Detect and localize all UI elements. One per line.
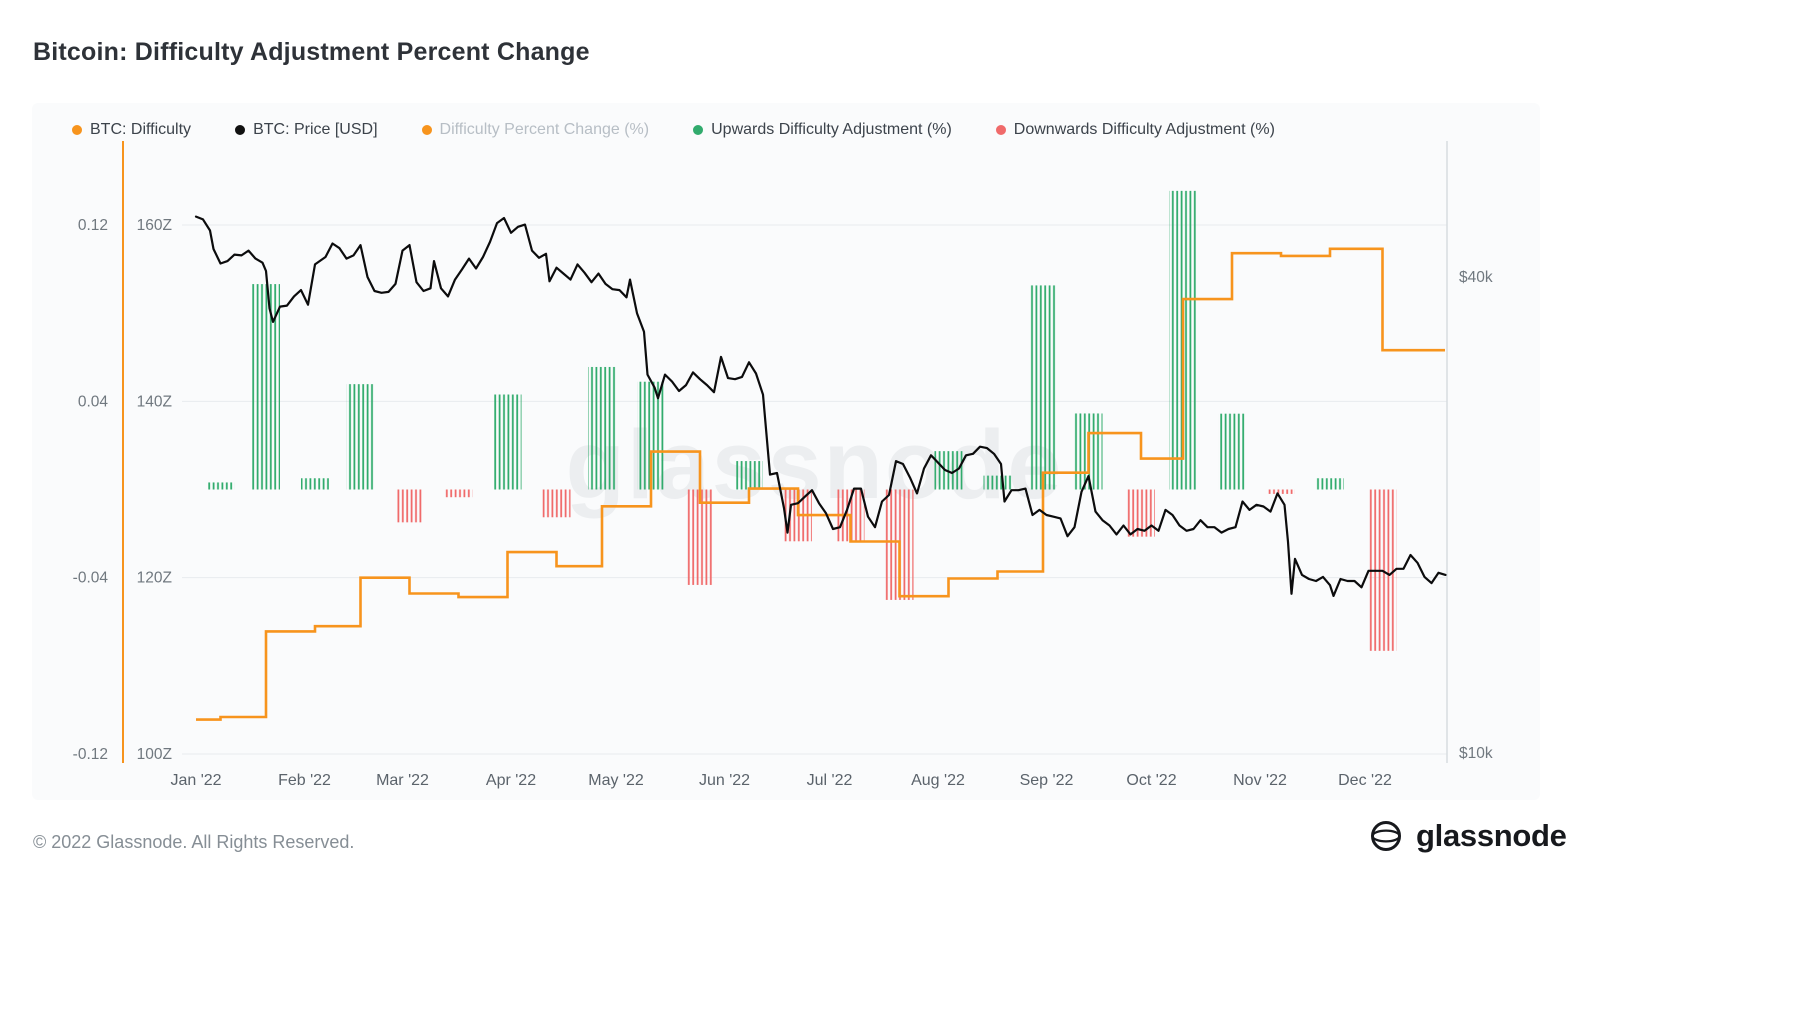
percent-axis-tick: -0.12 xyxy=(73,746,108,763)
chart-card: BTC: Difficulty BTC: Price [USD] Difficu… xyxy=(32,103,1540,800)
month-label: Dec '22 xyxy=(1338,772,1392,789)
percent-axis-tick: 0.04 xyxy=(78,393,109,410)
month-label: Aug '22 xyxy=(911,772,965,789)
upward-adjustment-bars xyxy=(206,190,1344,490)
legend-dot-icon xyxy=(421,125,432,135)
downward-adjustment-bars xyxy=(395,489,1397,651)
page-title: Bitcoin: Difficulty Adjustment Percent C… xyxy=(33,38,590,66)
month-label: Feb '22 xyxy=(278,772,331,789)
chart-area[interactable]: glassnode 0.12 0.04 -0.04 -0.12 160Z 140Z 120Z 1… xyxy=(32,103,1540,800)
month-label: Jul '22 xyxy=(807,772,853,789)
month-label: May '22 xyxy=(588,772,644,789)
legend-item-difficulty-percent-change[interactable]: Difficulty Percent Change (%) xyxy=(421,121,650,139)
legend-label: Downwards Difficulty Adjustment (%) xyxy=(1013,121,1275,138)
legend-item-downwards-adjustment[interactable]: Downwards Difficulty Adjustment (%) xyxy=(995,121,1275,139)
legend-dot-icon xyxy=(995,125,1006,135)
difficulty-axis-tick: 120Z xyxy=(137,570,172,587)
legend-item-btc-difficulty[interactable]: BTC: Difficulty xyxy=(72,121,191,139)
legend-label: BTC: Difficulty xyxy=(90,121,192,138)
month-label: Apr '22 xyxy=(486,772,536,789)
price-axis-tick: $10k xyxy=(1459,745,1493,762)
month-label: Sep '22 xyxy=(1020,772,1074,789)
glassnode-logo: glassnode xyxy=(1366,816,1567,856)
percent-axis-tick: -0.04 xyxy=(73,570,109,587)
legend-label: Difficulty Percent Change (%) xyxy=(439,121,650,138)
difficulty-axis-tick: 160Z xyxy=(137,217,172,234)
month-label: Mar '22 xyxy=(376,772,429,789)
legend-item-upwards-adjustment[interactable]: Upwards Difficulty Adjustment (%) xyxy=(693,121,952,139)
legend-dot-icon xyxy=(72,125,82,135)
legend-label: Upwards Difficulty Adjustment (%) xyxy=(711,121,952,138)
price-axis-tick: $40k xyxy=(1459,269,1493,286)
month-label: Jan '22 xyxy=(170,772,221,789)
percent-axis-tick: 0.12 xyxy=(78,217,108,234)
month-label: Oct '22 xyxy=(1126,772,1176,789)
x-axis-month-labels: Jan '22 Feb '22 Mar '22 Apr '22 May '22 Jun '… xyxy=(170,772,1392,789)
glassnode-logo-text: glassnode xyxy=(1416,818,1567,853)
difficulty-axis-tick: 100Z xyxy=(137,746,172,763)
legend-label: BTC: Price [USD] xyxy=(253,121,378,138)
chart-svg[interactable]: glassnode0.120.04-0.04-0.12160Z140Z120Z1… xyxy=(32,103,1540,800)
glassnode-logo-icon xyxy=(1371,821,1401,851)
difficulty-axis-tick: 140Z xyxy=(137,393,172,410)
axis-tick-labels: 0.12 0.04 -0.04 -0.12 160Z 140Z 120Z 100Z $40k $1… xyxy=(73,217,1493,763)
chart-legend: BTC: Difficulty BTC: Price [USD] Difficu… xyxy=(72,121,1275,139)
month-label: Jun '22 xyxy=(699,772,750,789)
copyright: © 2022 Glassnode. All Rights Reserved. xyxy=(33,832,355,852)
month-label: Nov '22 xyxy=(1233,772,1287,789)
legend-item-btc-price[interactable]: BTC: Price [USD] xyxy=(235,121,378,139)
price-line xyxy=(194,215,1447,597)
legend-dot-icon xyxy=(235,125,246,135)
legend-dot-icon xyxy=(693,125,704,135)
